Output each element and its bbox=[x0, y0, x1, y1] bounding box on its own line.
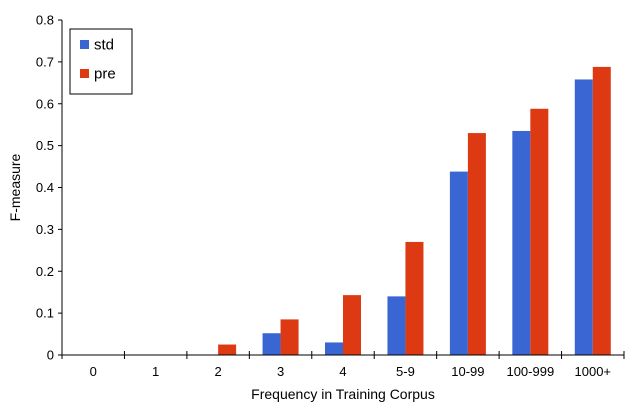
bar-pre-2 bbox=[218, 344, 237, 355]
bar-pre-4 bbox=[343, 295, 361, 355]
y-tick-label: 0.3 bbox=[36, 222, 54, 237]
bar-std-1000+ bbox=[574, 79, 593, 356]
bars-layer bbox=[218, 66, 611, 356]
x-tick-label: 1 bbox=[152, 364, 159, 379]
bar-std-100-999 bbox=[512, 130, 531, 355]
legend-label-std: std bbox=[94, 37, 114, 54]
bar-std-10-99 bbox=[449, 171, 468, 355]
bar-pre-10-99 bbox=[467, 133, 486, 355]
bar-pre-5-9 bbox=[405, 241, 424, 355]
x-tick-label: 0 bbox=[90, 364, 97, 379]
y-tick-label: 0.7 bbox=[36, 54, 54, 69]
x-tick-label: 100-999 bbox=[506, 364, 554, 379]
y-axis-title: F-measure bbox=[7, 153, 23, 221]
x-tick-label: 2 bbox=[214, 364, 221, 379]
legend-label-pre: pre bbox=[94, 66, 116, 83]
legend-box bbox=[69, 28, 133, 95]
y-tick-label: 0 bbox=[47, 348, 54, 363]
legend-swatch-std bbox=[80, 40, 89, 49]
y-tick-label: 0.1 bbox=[36, 306, 54, 321]
y-tick-label: 0.5 bbox=[36, 138, 54, 153]
x-axis-title: Frequency in Training Corpus bbox=[251, 386, 435, 402]
y-tick-label: 0.6 bbox=[36, 96, 54, 111]
y-tick-label: 0.2 bbox=[36, 264, 54, 279]
bar-std-3 bbox=[262, 333, 281, 355]
x-tick-label: 10-99 bbox=[451, 364, 484, 379]
x-tick-label: 4 bbox=[339, 364, 346, 379]
y-tick-label: 0.4 bbox=[36, 180, 54, 195]
bar-std-5-9 bbox=[387, 296, 406, 355]
x-tick-label: 5-9 bbox=[396, 364, 415, 379]
bar-pre-100-999 bbox=[530, 108, 549, 356]
bar-pre-1000+ bbox=[592, 66, 611, 356]
legend: std pre bbox=[69, 28, 133, 95]
bar-pre-3 bbox=[280, 319, 299, 355]
x-tick-label: 1000+ bbox=[575, 364, 612, 379]
x-tick-label: 3 bbox=[277, 364, 284, 379]
y-tick-label: 0.8 bbox=[36, 13, 54, 28]
y-ticks: 0 0.1 0.2 0.3 0.4 0.5 0.6 0.7 0.8 bbox=[36, 13, 62, 363]
x-ticks: 0 1 2 3 4 5-9 10-99 100-999 1000+ bbox=[61, 351, 625, 379]
bar-std-4 bbox=[325, 342, 343, 355]
legend-swatch-pre bbox=[80, 69, 89, 78]
